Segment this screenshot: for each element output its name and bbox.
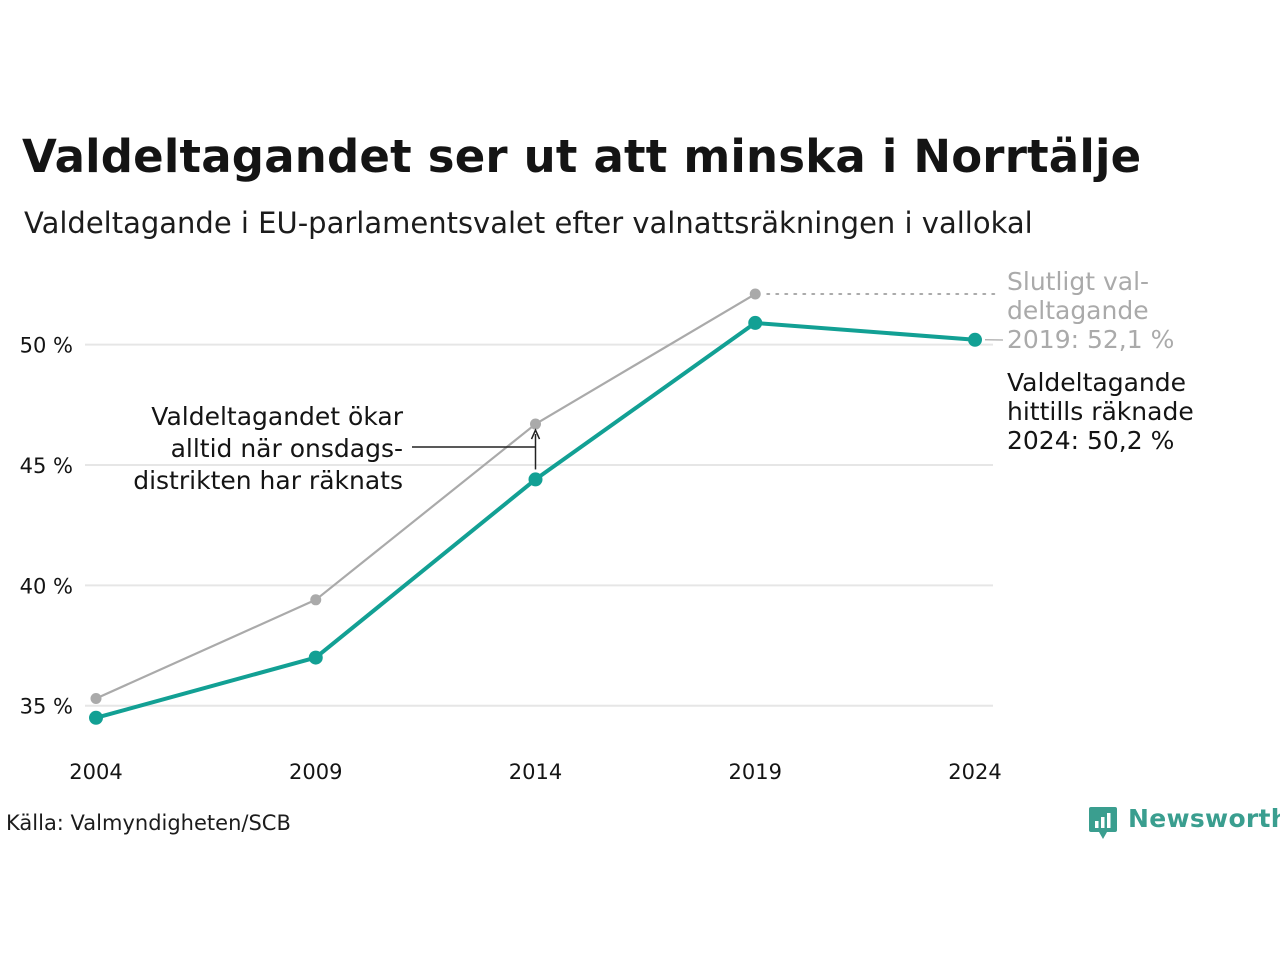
x-tick-label: 2019 bbox=[729, 760, 782, 784]
data-point-final bbox=[310, 594, 322, 606]
x-tick-label: 2004 bbox=[69, 760, 122, 784]
data-point-counted bbox=[748, 315, 763, 330]
data-point-counted bbox=[968, 332, 982, 347]
newsworthy-logo-icon bbox=[1089, 807, 1117, 839]
chart-subtitle: Valdeltagande i EU-parlamentsvalet efter… bbox=[24, 206, 1033, 240]
data-point-counted bbox=[308, 650, 323, 665]
chart-title: Valdeltagandet ser ut att minska i Norrt… bbox=[22, 130, 1142, 183]
gridlines bbox=[85, 343, 993, 707]
series-line-final bbox=[94, 292, 757, 700]
counted-value-label: Valdeltagande hittills räknade 2024: 50,2 … bbox=[1007, 368, 1194, 455]
x-tick-label: 2014 bbox=[509, 760, 562, 784]
source-note: Källa: Valmyndigheten/SCB bbox=[6, 811, 291, 835]
y-tick-label: 45 % bbox=[20, 454, 73, 478]
final-value-label: Slutligt val-deltagande 2019: 52,1 % bbox=[1007, 267, 1174, 354]
y-tick-label: 40 % bbox=[20, 574, 73, 598]
y-tick-label: 35 % bbox=[20, 695, 73, 719]
data-point-counted bbox=[89, 710, 103, 725]
x-axis-ticks: 2004 2009 2014 2019 2024 bbox=[69, 760, 1001, 784]
y-tick-label: 50 % bbox=[20, 334, 73, 358]
note-arrow-head bbox=[530, 428, 541, 440]
annotations: Slutligt val-deltagande 2019: 52,1 % Valde… bbox=[133, 267, 1193, 495]
data-point-final bbox=[749, 288, 761, 300]
data-point-counted bbox=[528, 472, 543, 487]
series-line-counted bbox=[94, 320, 977, 720]
data-point-final bbox=[90, 693, 102, 705]
y-axis-ticks: 35 % 40 % 45 % 50 % bbox=[20, 334, 73, 719]
logo-text: Newsworthy bbox=[1128, 804, 1280, 833]
series bbox=[89, 288, 982, 725]
data-point-final bbox=[530, 418, 541, 430]
note-label: Valdeltagandet ökar alltid när onsdags-di… bbox=[133, 402, 403, 495]
x-tick-label: 2009 bbox=[289, 760, 342, 784]
x-tick-label: 2024 bbox=[948, 760, 1001, 784]
